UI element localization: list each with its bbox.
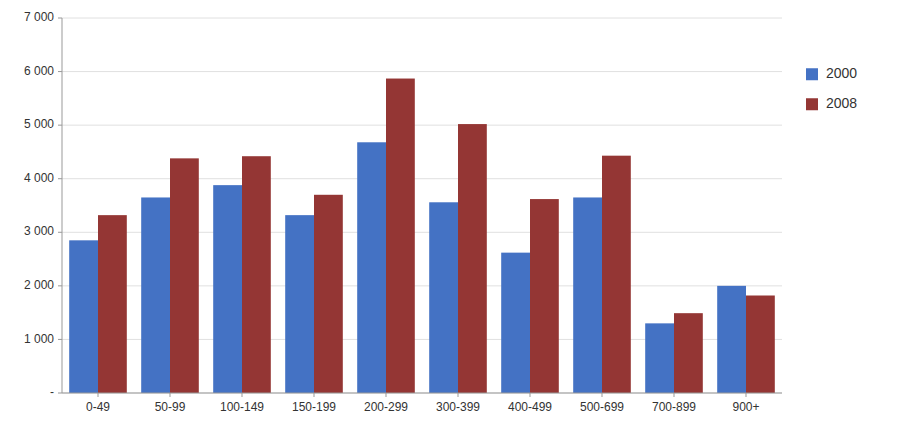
grid-line xyxy=(62,125,782,126)
bar xyxy=(429,202,458,393)
bar xyxy=(674,313,703,393)
y-tick-label: 3 000 xyxy=(24,224,54,238)
x-tick-label: 400-499 xyxy=(508,400,552,414)
bar xyxy=(242,156,271,393)
grid xyxy=(62,18,782,393)
x-tick-label: 100-149 xyxy=(220,400,264,414)
x-tick-label: 0-49 xyxy=(86,400,110,414)
y-axis xyxy=(62,18,63,393)
bar xyxy=(458,124,487,393)
y-tick-label: 7 000 xyxy=(24,10,54,24)
bar xyxy=(170,158,199,393)
x-tick-label: 700-899 xyxy=(652,400,696,414)
bar xyxy=(141,197,170,393)
bar xyxy=(602,156,631,393)
bar xyxy=(645,323,674,393)
x-tick xyxy=(170,393,171,397)
bar xyxy=(530,199,559,393)
chart-svg: - 1 000 2 000 3 000 4 000 5 000 6 000 7 000 0-49… xyxy=(0,0,902,437)
bar xyxy=(314,195,343,393)
x-tick xyxy=(242,393,243,397)
y-tick-label: 5 000 xyxy=(24,117,54,131)
x-tick xyxy=(314,393,315,397)
y-tick xyxy=(58,125,62,126)
bar xyxy=(573,197,602,393)
legend-label: 2000 xyxy=(826,65,857,81)
bar xyxy=(285,215,314,393)
y-tick-label: - xyxy=(50,385,54,399)
legend-swatch xyxy=(806,98,818,110)
x-tick xyxy=(98,393,99,397)
bars xyxy=(69,79,775,393)
x-tick-label: 50-99 xyxy=(155,400,186,414)
x-tick-label: 900+ xyxy=(732,400,759,414)
y-tick xyxy=(58,178,62,179)
x-tick xyxy=(602,393,603,397)
x-tick xyxy=(530,393,531,397)
bar xyxy=(501,253,530,393)
x-tick-label: 300-399 xyxy=(436,400,480,414)
y-tick xyxy=(58,285,62,286)
legend-swatch xyxy=(806,68,818,80)
bar xyxy=(717,286,746,393)
x-tick xyxy=(386,393,387,397)
y-tick-label: 4 000 xyxy=(24,171,54,185)
legend-label: 2008 xyxy=(826,95,857,111)
bar xyxy=(746,296,775,394)
y-tick xyxy=(58,339,62,340)
chart-container: - 1 000 2 000 3 000 4 000 5 000 6 000 7 000 0-49… xyxy=(0,0,902,437)
x-tick-label: 200-299 xyxy=(364,400,408,414)
grid-line xyxy=(62,18,782,19)
x-tick xyxy=(746,393,747,397)
x-tick xyxy=(458,393,459,397)
x-tick-label: 150-199 xyxy=(292,400,336,414)
y-tick xyxy=(58,232,62,233)
legend: 2000 2008 xyxy=(806,65,857,111)
y-tick-label: 6 000 xyxy=(24,64,54,78)
bar xyxy=(213,185,242,393)
x-tick-label: 500-699 xyxy=(580,400,624,414)
y-tick xyxy=(58,71,62,72)
y-tick-label: 2 000 xyxy=(24,278,54,292)
y-tick-label: 1 000 xyxy=(24,332,54,346)
bar xyxy=(386,79,415,393)
y-tick xyxy=(58,393,62,394)
grid-line xyxy=(62,71,782,72)
y-tick xyxy=(58,18,62,19)
bar xyxy=(69,240,98,393)
x-tick xyxy=(674,393,675,397)
bar xyxy=(98,215,127,393)
bar xyxy=(357,142,386,393)
